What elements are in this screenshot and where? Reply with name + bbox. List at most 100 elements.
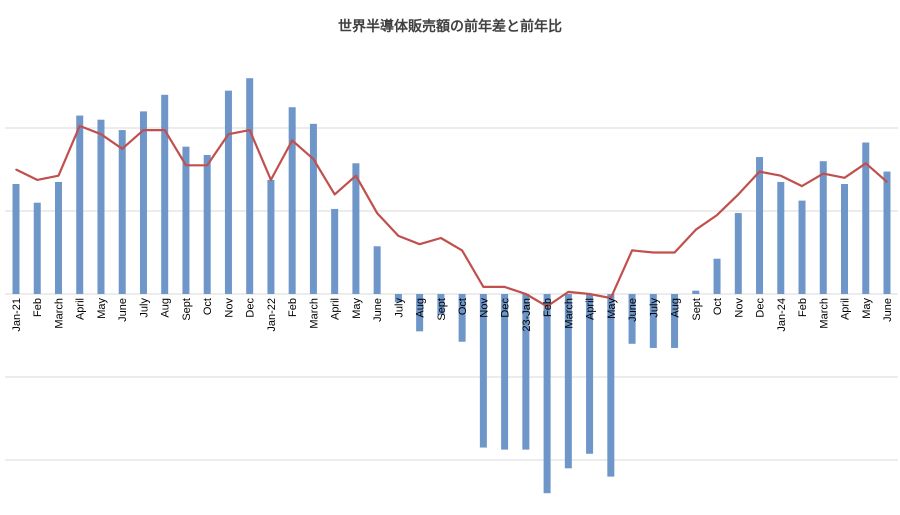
line-point-28 xyxy=(610,297,612,299)
x-tick-label: July xyxy=(138,298,150,318)
bar-27 xyxy=(586,294,594,454)
x-tick-label: Dec xyxy=(755,298,767,318)
line-point-40 xyxy=(864,162,867,165)
line-point-37 xyxy=(801,185,803,187)
line-point-18 xyxy=(397,235,400,237)
bar-3 xyxy=(76,115,84,294)
line-point-34 xyxy=(737,193,740,196)
x-tick-label: 23-Jan xyxy=(521,298,533,332)
line-point-9 xyxy=(206,164,208,167)
x-tick-label: May xyxy=(606,298,618,319)
line-point-1 xyxy=(36,179,39,181)
bar-14 xyxy=(309,123,317,294)
x-tick-label: April xyxy=(75,298,87,320)
line-series xyxy=(15,124,888,308)
bar-20 xyxy=(437,294,445,315)
x-tick-label: March xyxy=(563,298,575,329)
x-tick-label: Sept xyxy=(436,298,448,321)
x-tick-label: May xyxy=(351,298,363,319)
line-point-13 xyxy=(291,139,293,142)
bar-13 xyxy=(288,107,296,294)
x-tick-label: June xyxy=(627,298,639,322)
line-point-7 xyxy=(163,129,166,131)
line-point-10 xyxy=(227,133,230,136)
line-point-35 xyxy=(758,170,761,173)
line-point-27 xyxy=(588,293,591,295)
bar-37 xyxy=(798,200,806,294)
line-point-2 xyxy=(57,174,60,177)
x-tick-label: Aug xyxy=(160,298,172,318)
x-tick-label: Feb xyxy=(797,298,809,317)
line-point-31 xyxy=(673,251,676,254)
bar-11 xyxy=(246,78,254,294)
line-point-39 xyxy=(843,177,846,179)
x-tick-label: June xyxy=(882,298,894,322)
line-point-11 xyxy=(248,129,251,131)
x-tick-label: Feb xyxy=(542,298,554,317)
x-tick-label: Dec xyxy=(500,298,512,318)
bar-41 xyxy=(883,171,891,294)
bar-0 xyxy=(12,184,20,294)
bar-36 xyxy=(777,181,785,294)
x-tick-label: Jan-22 xyxy=(266,298,278,332)
line-point-33 xyxy=(716,214,718,216)
x-tick-label: Oct xyxy=(457,298,469,315)
bar-8 xyxy=(182,146,190,294)
line-point-3 xyxy=(78,125,81,127)
line-point-15 xyxy=(333,193,336,196)
line-point-24 xyxy=(525,293,527,295)
bar-34 xyxy=(734,213,742,294)
bar-30 xyxy=(649,294,657,348)
bar-26 xyxy=(564,294,572,469)
x-tick-label: March xyxy=(53,298,65,329)
x-tick-label: Aug xyxy=(670,298,682,318)
bar-31 xyxy=(671,294,679,348)
x-tick-label: Nov xyxy=(733,298,745,318)
bar-5 xyxy=(118,130,126,294)
bar-33 xyxy=(713,258,721,294)
line-point-25 xyxy=(546,305,548,308)
bar-series xyxy=(12,78,891,494)
bar-17 xyxy=(373,246,381,294)
chart-title: 世界半導体販売額の前年差と前年比 xyxy=(338,18,562,35)
x-tick-label: Nov xyxy=(478,298,490,318)
line-point-19 xyxy=(418,243,421,245)
bar-40 xyxy=(862,142,870,294)
bar-10 xyxy=(224,90,232,295)
bar-16 xyxy=(352,163,360,294)
x-tick-labels: Jan-21 Feb March April May June July Aug Sept Oct… xyxy=(11,298,894,332)
x-tick-label: Jan-21 xyxy=(11,298,23,332)
line-point-41 xyxy=(886,181,888,183)
x-tick-label: March xyxy=(308,298,320,329)
x-tick-label: July xyxy=(393,298,405,318)
x-tick-label: Oct xyxy=(712,298,724,315)
line-point-16 xyxy=(355,174,357,177)
bar-24 xyxy=(522,294,530,450)
line-point-4 xyxy=(100,133,102,136)
x-tick-label: Oct xyxy=(202,298,214,315)
bar-18 xyxy=(394,294,402,303)
x-tick-label: April xyxy=(840,298,852,320)
x-tick-label: April xyxy=(330,298,342,320)
bar-7 xyxy=(161,94,169,294)
x-tick-label: Jan-24 xyxy=(776,298,788,332)
line-point-5 xyxy=(121,147,124,150)
growth-rate-line xyxy=(15,124,888,308)
line-point-29 xyxy=(631,249,633,252)
x-tick-label: March xyxy=(818,298,830,329)
line-point-6 xyxy=(142,129,145,131)
x-tick-label: June xyxy=(117,298,129,322)
line-point-23 xyxy=(503,286,506,288)
bar-2 xyxy=(54,181,62,294)
bar-6 xyxy=(139,111,147,295)
x-tick-label: July xyxy=(648,298,660,318)
bar-29 xyxy=(628,294,636,344)
x-tick-label: Sept xyxy=(691,298,703,321)
x-tick-label: Dec xyxy=(245,298,257,318)
line-point-0 xyxy=(15,168,17,171)
bar-1 xyxy=(33,202,41,294)
line-point-12 xyxy=(270,179,272,181)
line-point-17 xyxy=(376,212,378,214)
